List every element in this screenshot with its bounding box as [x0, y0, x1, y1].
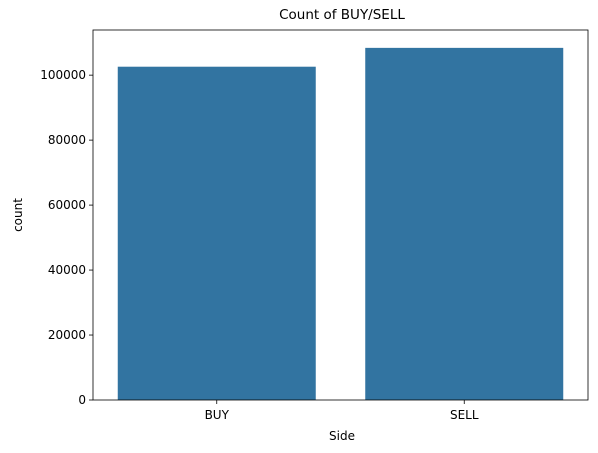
bar-buy — [117, 66, 316, 400]
x-axis-label: Side — [329, 429, 355, 443]
x-axis-ticks: BUY SELL — [205, 400, 479, 422]
y-tick-label: 20000 — [48, 328, 86, 342]
bar-sell — [365, 47, 564, 401]
y-axis-label: count — [11, 198, 25, 232]
y-tick-label: 100000 — [40, 68, 86, 82]
x-tick-label-buy: BUY — [205, 408, 230, 422]
y-tick-label: 60000 — [48, 198, 86, 212]
bars-group — [117, 47, 564, 401]
y-tick-label: 0 — [78, 393, 86, 407]
plot-frame — [92, 29, 589, 401]
chart-title: Count of BUY/SELL — [279, 7, 405, 23]
y-axis-ticks: 0 20000 40000 60000 80000 100000 — [40, 68, 93, 407]
y-tick-label: 40000 — [48, 263, 86, 277]
x-tick-label-sell: SELL — [450, 408, 479, 422]
y-tick-label: 80000 — [48, 133, 86, 147]
